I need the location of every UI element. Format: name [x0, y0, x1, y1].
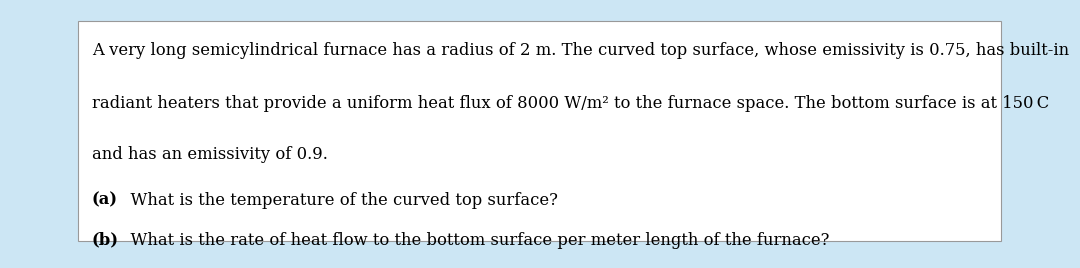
Text: What is the temperature of the curved top surface?: What is the temperature of the curved to…: [120, 192, 557, 209]
Text: What is the rate of heat flow to the bottom surface per meter length of the furn: What is the rate of heat flow to the bot…: [120, 232, 829, 249]
Text: A very long semicylindrical furnace has a radius of 2 m. The curved top surface,: A very long semicylindrical furnace has …: [92, 42, 1069, 58]
FancyBboxPatch shape: [78, 21, 1001, 241]
Text: (b): (b): [92, 232, 119, 249]
Text: (a): (a): [92, 192, 118, 209]
Text: and has an emissivity of 0.9.: and has an emissivity of 0.9.: [92, 146, 327, 163]
Text: radiant heaters that provide a uniform heat flux of 8000 W/m² to the furnace spa: radiant heaters that provide a uniform h…: [92, 95, 1049, 112]
